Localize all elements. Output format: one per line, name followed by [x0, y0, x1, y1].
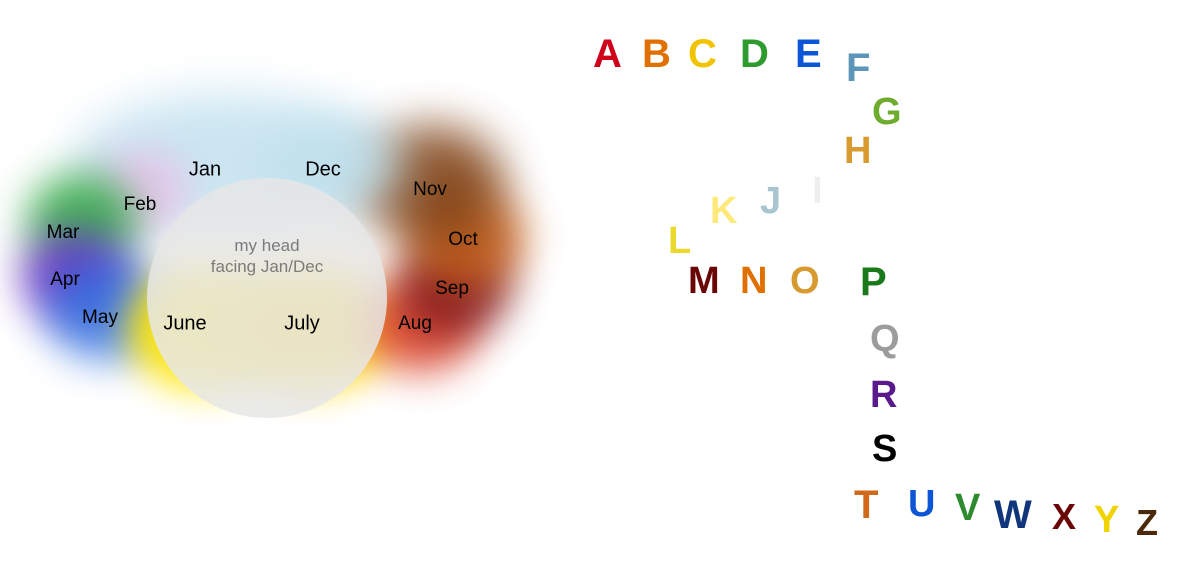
letter-u: U — [908, 485, 935, 523]
letter-y: Y — [1094, 501, 1119, 539]
letter-v: V — [955, 489, 980, 527]
letter-j: J — [760, 182, 781, 220]
month-label-feb: Feb — [124, 194, 157, 216]
head-circle — [147, 178, 387, 418]
letter-z: Z — [1136, 505, 1158, 541]
letter-k: K — [710, 192, 737, 230]
letter-g: G — [872, 93, 902, 131]
month-label-dec: Dec — [305, 159, 341, 182]
month-label-june: June — [163, 313, 206, 336]
head-label-line1: my head — [177, 235, 357, 256]
letter-h: H — [844, 132, 871, 170]
letter-s: S — [872, 430, 897, 468]
letter-b: B — [642, 34, 671, 74]
letter-m: M — [688, 262, 720, 300]
month-label-oct: Oct — [448, 229, 478, 251]
head-label-line2: facing Jan/Dec — [177, 256, 357, 277]
month-label-apr: Apr — [50, 269, 80, 291]
letter-e: E — [795, 34, 822, 74]
letter-w: W — [994, 495, 1032, 535]
month-label-nov: Nov — [413, 179, 447, 201]
month-blob-mar — [27, 174, 137, 270]
month-blob-feb — [96, 150, 188, 234]
letter-d: D — [740, 34, 769, 74]
month-label-may: May — [82, 307, 118, 329]
letter-q: Q — [870, 320, 900, 358]
letter-l: L — [668, 222, 691, 260]
letter-n: N — [740, 262, 767, 300]
month-label-mar: Mar — [47, 222, 80, 244]
letter-c: C — [688, 34, 717, 74]
letter-t: T — [854, 485, 878, 525]
letter-r: R — [870, 376, 897, 414]
month-label-aug: Aug — [398, 313, 432, 335]
letter-a: A — [593, 34, 622, 74]
head-circle-label: my headfacing Jan/Dec — [177, 235, 357, 278]
letter-o: O — [790, 262, 820, 300]
letter-x: X — [1052, 499, 1076, 535]
letter-i: I — [812, 172, 823, 210]
letter-p: P — [860, 262, 887, 302]
month-label-july: July — [284, 313, 320, 336]
month-label-jan: Jan — [189, 159, 221, 182]
month-label-sep: Sep — [435, 278, 469, 300]
letter-f: F — [846, 48, 870, 88]
